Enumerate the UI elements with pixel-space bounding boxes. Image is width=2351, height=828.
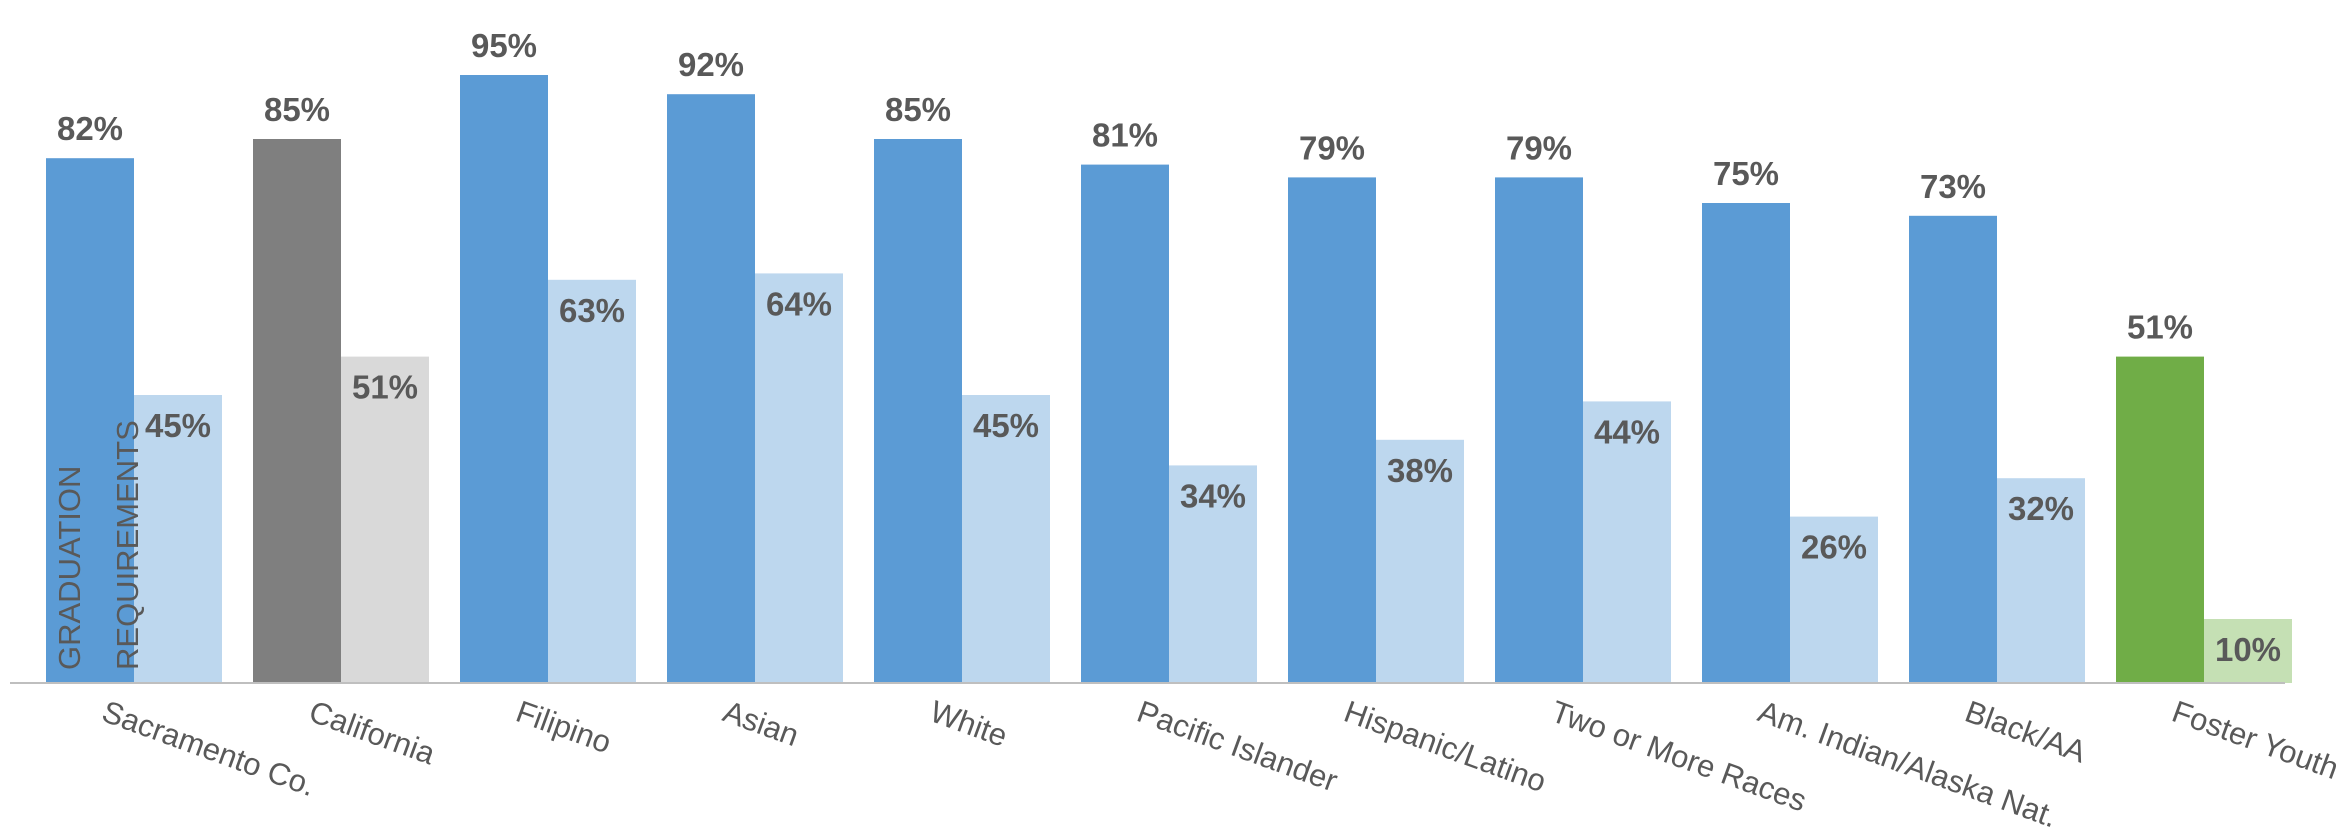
bar-asian-series-2 [755, 273, 843, 683]
bar-foster-youth-series-1 [2116, 356, 2204, 683]
bar-black-aa-series-2 [1997, 478, 2085, 683]
bar-california-series-2 [341, 356, 429, 683]
data-label-two-or-more-races-series-2: 44% [1594, 413, 1660, 450]
bar-sacramento-co-series-1 [46, 158, 134, 683]
bar-am-indian-alaska-nat-series-2 [1790, 516, 1878, 683]
bar-hispanic-latino-series-2 [1376, 439, 1464, 683]
y-axis-label-line-2: REQUIREMENTS [110, 420, 145, 670]
data-label-white-series-2: 45% [973, 407, 1039, 444]
bar-pacific-islander-series-1 [1081, 164, 1169, 684]
labels-layer: 82% 45% 85% 51% 95% 63% 92% 64% 85% 45% 81% 34% 79% 3… [57, 27, 2281, 668]
bar-am-indian-alaska-nat-series-1 [1702, 203, 1790, 683]
bar-filipino-series-1 [460, 75, 548, 683]
data-label-white-series-1: 85% [885, 91, 951, 128]
category-label-asian: Asian [719, 694, 804, 753]
y-axis-label-line-1: GRADUATION [52, 466, 87, 670]
bar-white-series-2 [962, 395, 1050, 683]
category-label-pacific-islander: Pacific Islander [1133, 694, 1343, 799]
bar-pacific-islander-series-2 [1169, 465, 1257, 683]
data-label-california-series-1: 85% [264, 91, 330, 128]
data-label-black-aa-series-2: 32% [2008, 490, 2074, 527]
data-label-sacramento-co-series-1: 82% [57, 110, 123, 147]
bar-hispanic-latino-series-1 [1288, 177, 1376, 683]
data-label-pacific-islander-series-2: 34% [1180, 477, 1246, 514]
category-label-black-aa: Black/AA [1961, 694, 2091, 770]
data-label-hispanic-latino-series-1: 79% [1299, 129, 1365, 166]
bar-foster-youth-series-2 [2204, 619, 2292, 683]
data-label-am-indian-alaska-nat-series-2: 26% [1801, 529, 1867, 566]
bar-white-series-1 [874, 139, 962, 683]
bar-california-series-1 [253, 139, 341, 683]
bars-layer [46, 75, 2292, 684]
data-label-foster-youth-series-2: 10% [2215, 631, 2281, 668]
category-label-sacramento-co: Sacramento Co. [98, 694, 320, 804]
category-label-california: California [305, 694, 441, 772]
category-label-white: White [926, 694, 1012, 754]
data-label-asian-series-2: 64% [766, 285, 832, 322]
category-labels-layer: Sacramento Co.California Filipino Asian Whi… [98, 694, 2344, 828]
data-label-filipino-series-1: 95% [471, 27, 537, 64]
data-label-pacific-islander-series-1: 81% [1092, 117, 1158, 154]
data-label-two-or-more-races-series-1: 79% [1506, 129, 1572, 166]
data-label-sacramento-co-series-2: 45% [145, 407, 211, 444]
bar-sacramento-co-series-2 [134, 395, 222, 683]
bar-two-or-more-races-series-2 [1583, 401, 1671, 683]
data-label-california-series-2: 51% [352, 369, 418, 406]
bar-asian-series-1 [667, 94, 755, 683]
category-label-foster-youth: Foster Youth [2168, 694, 2344, 786]
data-label-black-aa-series-1: 73% [1920, 168, 1986, 205]
category-label-filipino: Filipino [512, 694, 616, 760]
y-axis-label: GRADUATION REQUIREMENTS [52, 420, 145, 670]
data-label-filipino-series-2: 63% [559, 292, 625, 329]
data-label-hispanic-latino-series-2: 38% [1387, 452, 1453, 489]
bar-filipino-series-2 [548, 279, 636, 683]
category-label-hispanic-latino: Hispanic/Latino [1340, 694, 1551, 799]
data-label-asian-series-1: 92% [678, 46, 744, 83]
data-label-foster-youth-series-1: 51% [2127, 309, 2193, 346]
bar-black-aa-series-1 [1909, 215, 1997, 684]
bar-two-or-more-races-series-1 [1495, 177, 1583, 683]
data-label-am-indian-alaska-nat-series-1: 75% [1713, 155, 1779, 192]
